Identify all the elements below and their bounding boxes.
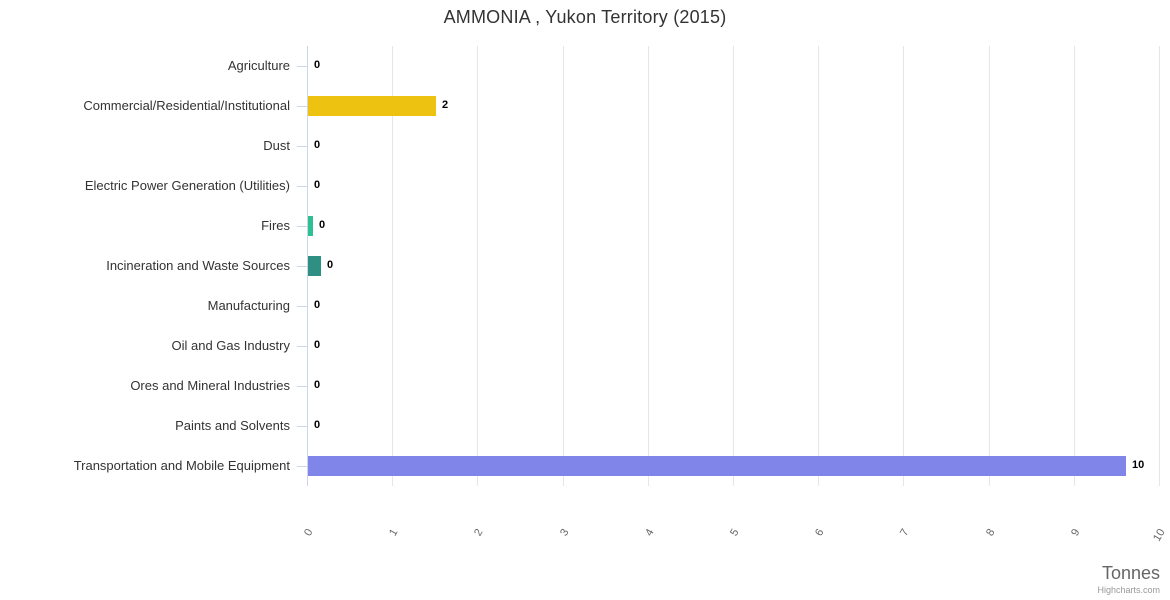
- data-label: 0: [314, 379, 321, 391]
- y-axis-tick: [297, 106, 307, 107]
- y-axis-tick: [297, 226, 307, 227]
- gridline: [648, 46, 649, 486]
- x-axis-label: 4: [642, 527, 657, 539]
- category-label: Agriculture: [227, 58, 290, 73]
- gridline: [1159, 46, 1160, 486]
- credits-link[interactable]: Highcharts.com: [1097, 585, 1160, 595]
- x-axis-label: 6: [812, 527, 827, 539]
- gridline: [733, 46, 734, 486]
- data-label: 0: [314, 59, 321, 71]
- data-label: 2: [442, 99, 449, 111]
- data-label: 0: [314, 299, 321, 311]
- category-label: Dust: [263, 138, 290, 153]
- data-label: 0: [319, 219, 326, 231]
- gridline: [818, 46, 819, 486]
- category-label: Commercial/Residential/Institutional: [83, 98, 290, 113]
- y-axis-tick: [297, 386, 307, 387]
- category-label: Paints and Solvents: [175, 418, 290, 433]
- gridline: [903, 46, 904, 486]
- y-axis-tick: [297, 426, 307, 427]
- data-label: 0: [314, 419, 321, 431]
- x-axis-label: 0: [301, 527, 316, 539]
- chart-title: AMMONIA , Yukon Territory (2015): [443, 7, 727, 27]
- y-axis-tick: [297, 146, 307, 147]
- x-axis-title: Tonnes: [1101, 563, 1160, 583]
- bar[interactable]: [308, 456, 1126, 476]
- bar[interactable]: [308, 216, 313, 236]
- y-axis-tick: [297, 66, 307, 67]
- bar[interactable]: [308, 96, 436, 116]
- y-axis-tick: [297, 346, 307, 347]
- category-label: Transportation and Mobile Equipment: [73, 458, 290, 473]
- x-axis-label: 10: [1150, 527, 1168, 544]
- category-label: Manufacturing: [207, 298, 290, 313]
- y-axis-tick: [297, 306, 307, 307]
- category-label: Fires: [261, 218, 290, 233]
- gridline: [477, 46, 478, 486]
- gridline: [563, 46, 564, 486]
- y-axis-tick: [297, 266, 307, 267]
- data-label: 0: [327, 259, 334, 271]
- category-label: Oil and Gas Industry: [171, 338, 291, 353]
- category-label: Incineration and Waste Sources: [106, 258, 290, 273]
- x-axis-label: 3: [557, 527, 572, 539]
- gridline: [1074, 46, 1075, 486]
- data-label: 0: [314, 339, 321, 351]
- category-label: Electric Power Generation (Utilities): [84, 178, 290, 193]
- x-axis-label: 5: [727, 527, 742, 539]
- y-axis-tick: [297, 466, 307, 467]
- y-axis-line: [307, 46, 308, 486]
- x-axis-label: 2: [471, 527, 486, 539]
- x-axis-label: 8: [983, 527, 998, 539]
- x-axis-label: 7: [897, 527, 912, 539]
- gridline: [392, 46, 393, 486]
- y-axis-tick: [297, 186, 307, 187]
- data-label: 10: [1132, 459, 1145, 471]
- category-label: Ores and Mineral Industries: [130, 378, 290, 393]
- x-axis-label: 9: [1068, 527, 1083, 539]
- x-axis-label: 1: [386, 527, 401, 539]
- bar[interactable]: [308, 256, 321, 276]
- data-label: 0: [314, 139, 321, 151]
- data-label: 0: [314, 179, 321, 191]
- gridline: [989, 46, 990, 486]
